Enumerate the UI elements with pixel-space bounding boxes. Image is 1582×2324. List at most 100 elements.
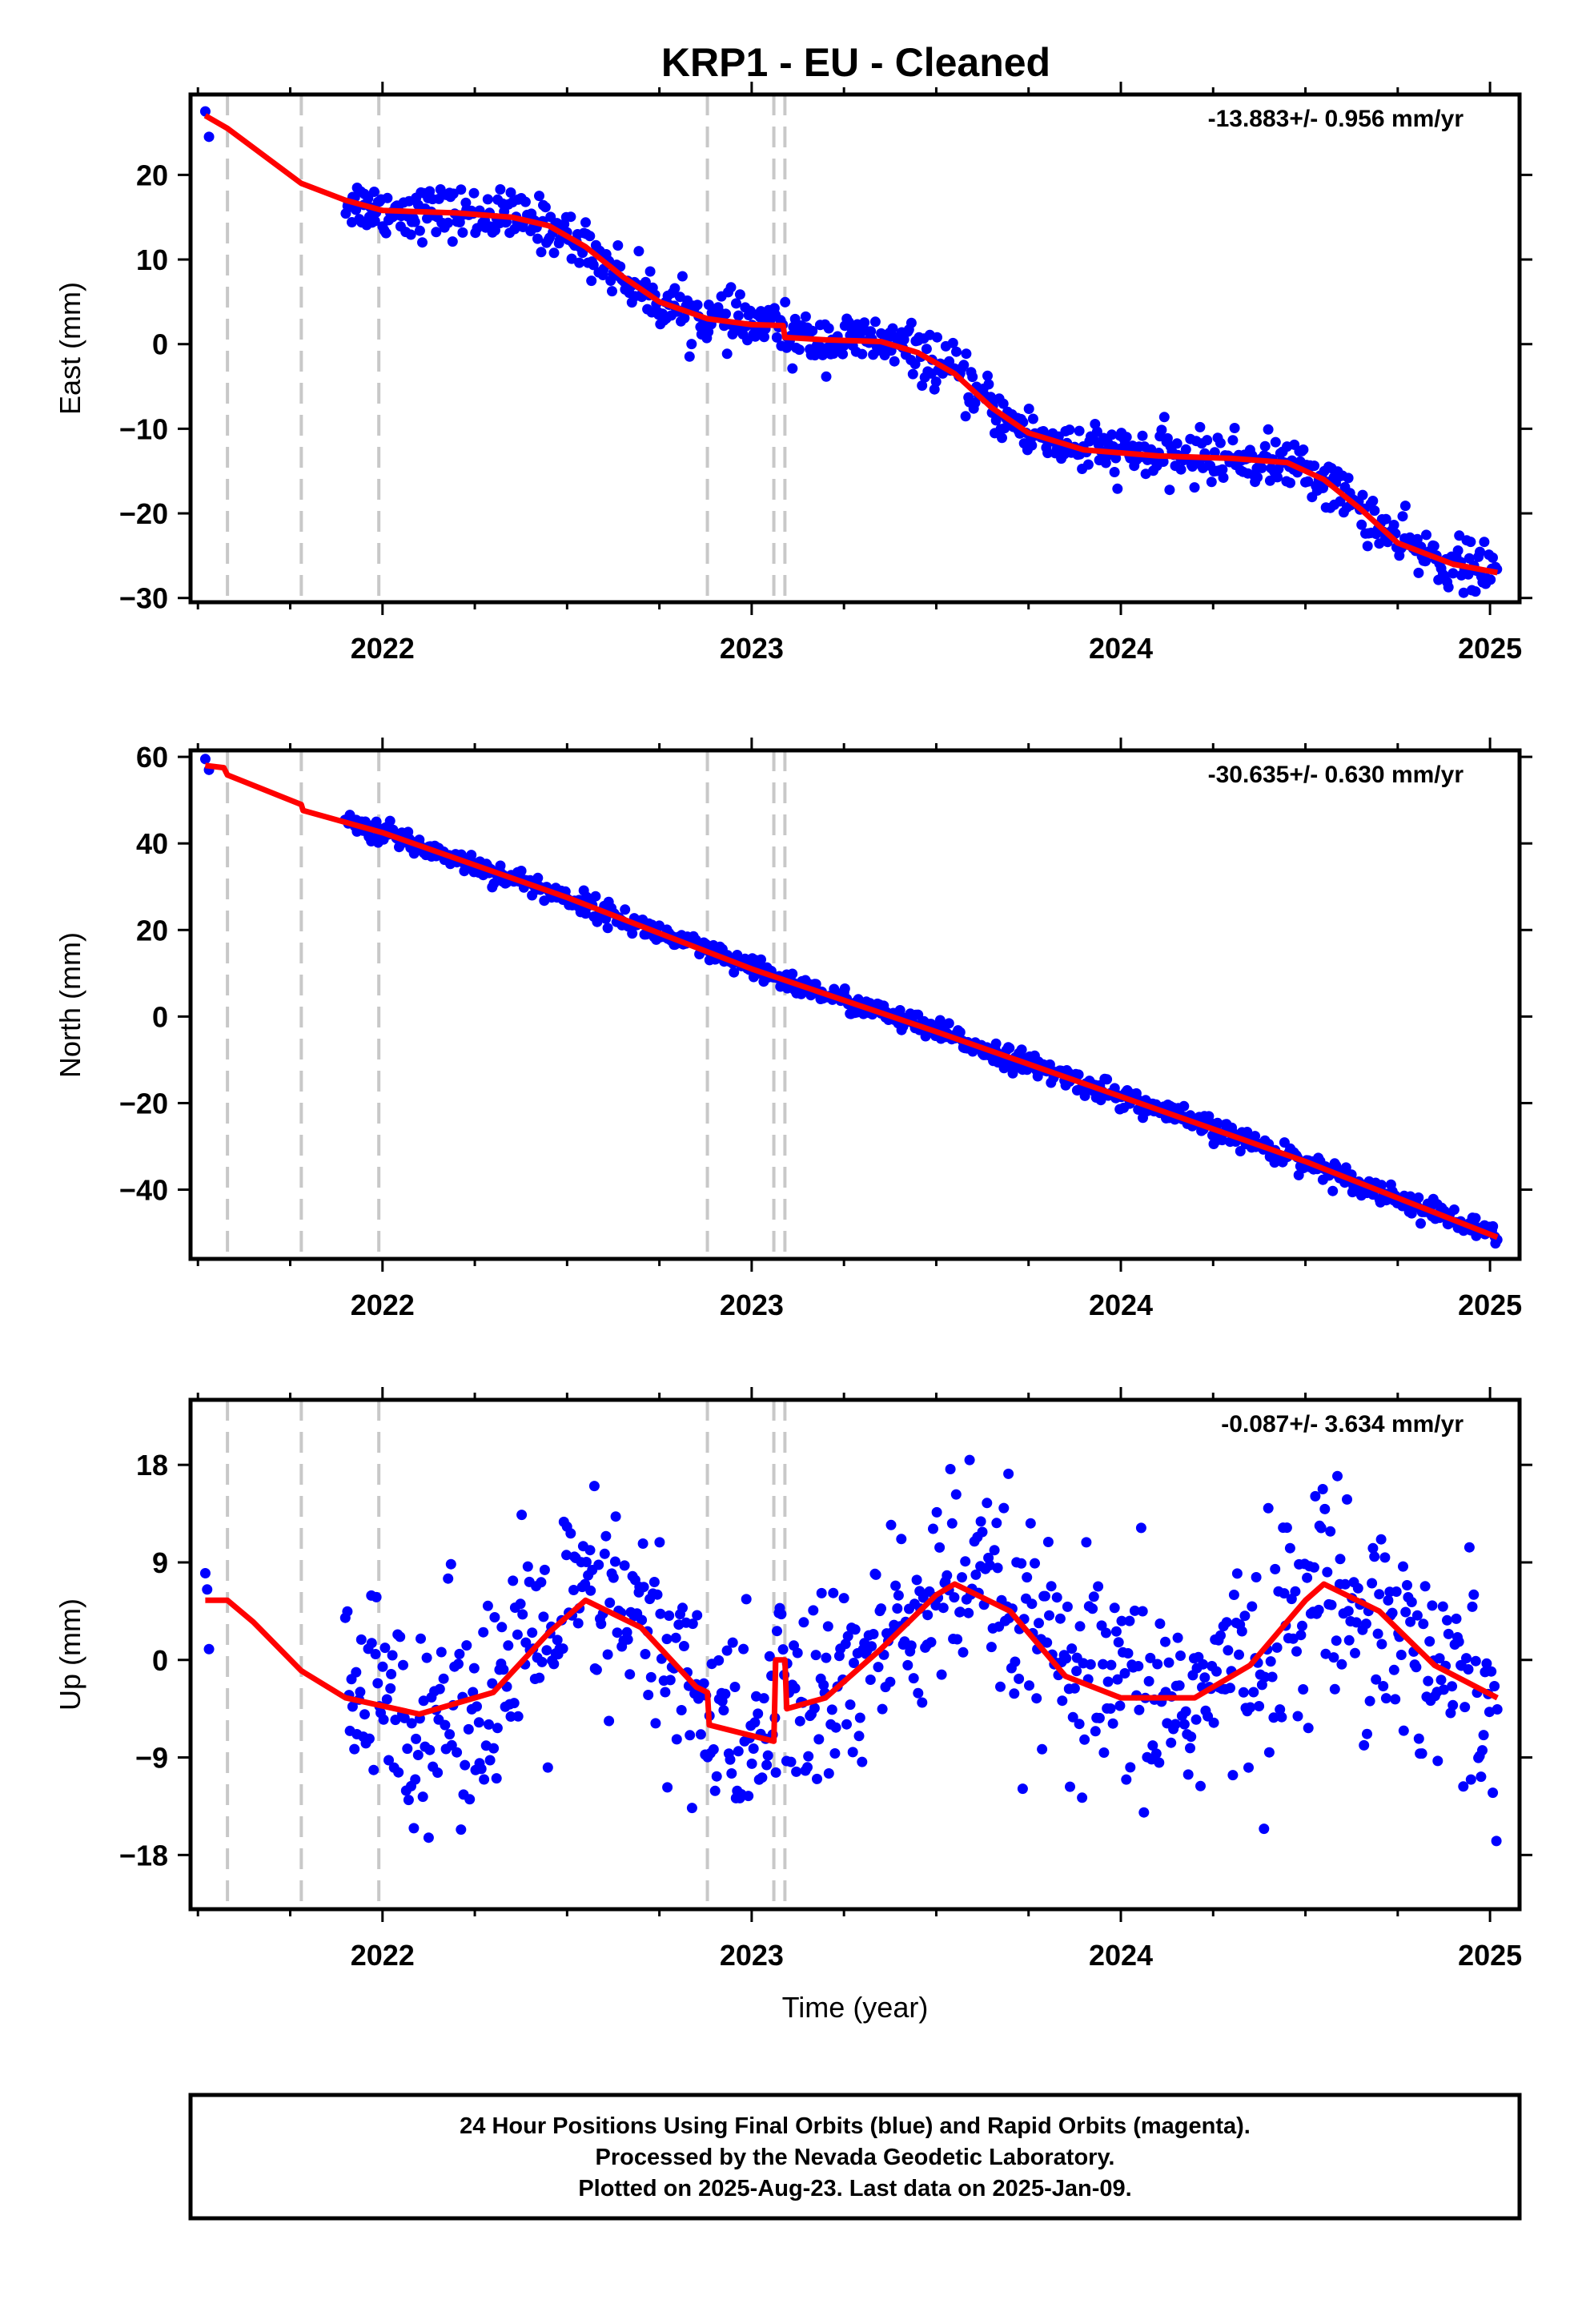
data-point (1424, 1636, 1435, 1647)
data-point (1077, 1792, 1088, 1803)
data-point (536, 247, 547, 258)
data-point (409, 216, 420, 227)
data-point (1037, 1743, 1048, 1755)
data-point (460, 1759, 471, 1771)
data-point (540, 202, 551, 213)
data-point (1303, 1723, 1314, 1734)
data-point (1350, 1647, 1360, 1659)
data-point (1105, 1703, 1116, 1714)
data-point (640, 276, 651, 287)
data-point (1413, 567, 1424, 578)
data-point (1451, 1613, 1462, 1624)
data-point (1065, 1781, 1075, 1792)
data-point (1335, 496, 1346, 507)
data-point (847, 1747, 858, 1758)
data-point (1138, 1807, 1150, 1818)
data-point (756, 954, 766, 965)
data-point (1218, 472, 1229, 483)
data-point (1292, 1711, 1303, 1722)
data-point (370, 1649, 381, 1659)
data-point (1448, 1204, 1460, 1215)
data-point (1175, 1651, 1186, 1661)
data-point (1460, 1702, 1471, 1713)
model-curve (204, 762, 1499, 1240)
data-point (1371, 1674, 1382, 1685)
data-point (721, 308, 731, 320)
data-point (607, 286, 617, 297)
data-point (982, 1498, 993, 1509)
x-tick-label: 2024 (1089, 1289, 1153, 1321)
data-point (412, 1750, 424, 1760)
data-point (1004, 1043, 1015, 1054)
data-point (371, 1591, 382, 1602)
data-point (1030, 1558, 1040, 1569)
north-panel: 2022 2023 2024 2025 60 40 20 0 −20 −40 North (mm) -… (54, 738, 1532, 1321)
data-point (998, 398, 1009, 409)
x-tick-label: 2022 (351, 1939, 415, 1972)
data-point (590, 891, 601, 902)
data-point (1461, 1653, 1472, 1664)
data-point (572, 1618, 584, 1629)
data-point (1093, 1581, 1104, 1592)
data-point (1470, 1212, 1481, 1224)
rate-annotation: -30.635+/- 0.630 mm/yr (1208, 762, 1464, 788)
data-point (1291, 1646, 1302, 1657)
data-point (1170, 1719, 1181, 1730)
data-point (1112, 1674, 1123, 1685)
data-point (652, 1589, 663, 1600)
data-point (841, 1719, 852, 1730)
data-point (1416, 1748, 1427, 1759)
data-point (1116, 1615, 1127, 1626)
data-point (1343, 1606, 1354, 1617)
data-point (390, 1715, 401, 1726)
data-point (645, 1671, 656, 1683)
data-point (619, 1560, 630, 1571)
model-curve (203, 113, 1498, 576)
data-point (1228, 1590, 1239, 1600)
data-point (810, 979, 821, 990)
plot-frame (188, 1397, 1522, 1912)
data-point (679, 312, 690, 324)
data-point (823, 1768, 834, 1779)
data-point (748, 1743, 759, 1754)
data-point (1256, 462, 1267, 473)
data-point (947, 337, 958, 348)
data-point (1454, 530, 1465, 541)
data-point (604, 1597, 616, 1608)
data-point (777, 1644, 789, 1655)
data-point (885, 1676, 896, 1687)
data-point (954, 1027, 966, 1038)
data-point (1079, 1734, 1090, 1745)
data-point (491, 1773, 502, 1784)
data-point (893, 1590, 904, 1601)
data-point (408, 1823, 420, 1834)
data-point (849, 1658, 859, 1668)
footer-line-1: 24 Hour Positions Using Final Orbits (bl… (460, 2113, 1251, 2139)
data-point (876, 1603, 886, 1614)
data-point (1164, 485, 1175, 496)
data-point (1376, 1638, 1387, 1650)
data-point (347, 1701, 358, 1712)
data-point (817, 349, 829, 360)
data-point (602, 1649, 613, 1660)
data-point (1447, 1699, 1459, 1711)
data-point (1119, 1668, 1130, 1679)
data-point (1109, 1602, 1120, 1614)
data-point (488, 878, 500, 889)
data-point (468, 1663, 480, 1674)
data-point (593, 1559, 604, 1570)
data-point (1247, 1601, 1258, 1612)
data-point (759, 332, 769, 343)
data-point (1215, 437, 1226, 448)
data-point (1172, 1632, 1183, 1643)
data-point (351, 1667, 362, 1678)
data-point (1160, 1636, 1170, 1647)
data-point (721, 1645, 733, 1656)
data-point (366, 1638, 377, 1649)
data-point (512, 1629, 523, 1640)
data-point (1245, 1702, 1256, 1713)
data-point (487, 1678, 498, 1689)
data-point (612, 240, 624, 251)
data-point (516, 866, 527, 876)
